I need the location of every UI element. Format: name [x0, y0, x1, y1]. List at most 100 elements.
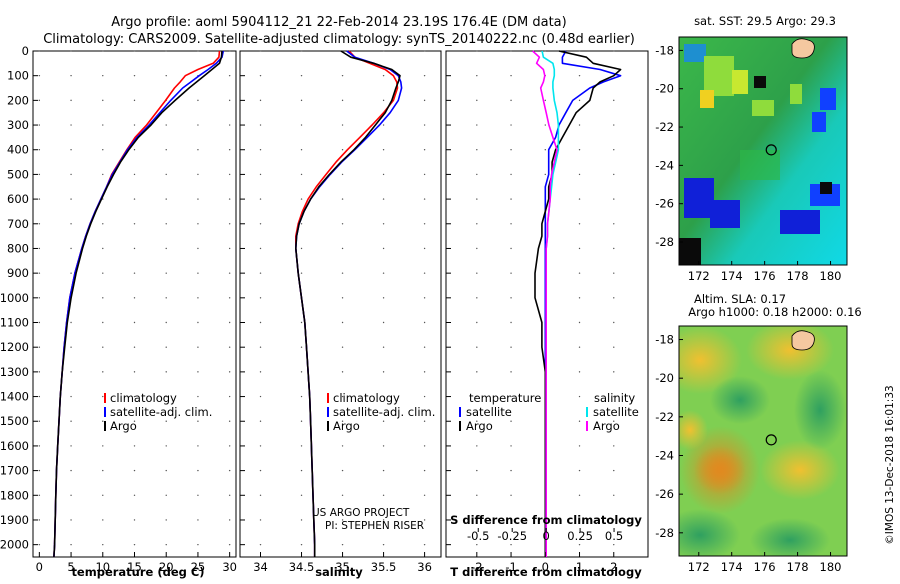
salinity-legend: climatology satellite-adj. clim. Argo: [327, 391, 435, 433]
grid-dot: [341, 198, 344, 200]
grid-dot: [70, 149, 72, 151]
grid-dot: [382, 198, 385, 200]
grid-dot: [423, 50, 426, 52]
legend-heading-temperature: temperature: [469, 391, 541, 405]
grid-dot: [259, 173, 262, 176]
grid-dot: [578, 445, 581, 447]
grid-dot: [382, 74, 385, 77]
grid-dot: [165, 346, 167, 348]
grid-dot: [476, 543, 478, 546]
x-tick-label: 35.5: [371, 560, 397, 574]
legend-swatch-satellite: [104, 407, 106, 417]
grid-dot: [102, 543, 104, 546]
grid-dot: [259, 247, 262, 250]
grid-dot: [341, 519, 344, 521]
grid-dot: [259, 494, 262, 496]
grid-dot: [613, 445, 615, 447]
grid-dot: [133, 223, 136, 225]
grid-dot: [38, 124, 41, 126]
grid-dot: [423, 173, 426, 176]
grid-dot: [228, 272, 231, 274]
grid-dot: [613, 519, 615, 521]
grid-dot: [382, 321, 385, 324]
grid-dot: [165, 124, 167, 126]
grid-dot: [510, 395, 512, 398]
profile-line-argo: [294, 50, 401, 557]
grid-dot: [102, 50, 104, 52]
grid-dot: [70, 223, 72, 225]
grid-dot: [341, 173, 344, 176]
x-tick-label: -2: [471, 560, 482, 574]
grid-dot: [300, 346, 303, 348]
grid-dot: [476, 74, 478, 77]
map-lon-label: 176: [754, 560, 776, 574]
grid-dot: [510, 173, 512, 176]
grid-dot: [228, 149, 231, 151]
grid-dot: [476, 469, 478, 472]
grid-dot: [341, 395, 344, 398]
grid-dot: [228, 297, 231, 299]
map-lon-label: 174: [721, 269, 743, 283]
grid-dot: [423, 74, 426, 77]
grid-dot: [70, 494, 72, 496]
grid-dot: [341, 124, 344, 126]
grid-dot: [38, 50, 41, 52]
grid-dot: [197, 469, 199, 472]
grid-dot: [133, 420, 136, 422]
grid-dot: [613, 494, 615, 496]
grid-dot: [133, 445, 136, 447]
grid-dot: [613, 223, 615, 225]
sst-map-axes: 172 174 176 178 180 -18 -20 -22 -24 -26 -28: [655, 43, 841, 283]
s-diff-tick-label: 0.25: [567, 529, 593, 543]
grid-dot: [70, 420, 72, 422]
grid-dot: [476, 50, 478, 52]
grid-dot: [228, 74, 231, 77]
grid-dot: [70, 543, 72, 546]
grid-dot: [133, 543, 136, 546]
grid-dot: [165, 321, 167, 324]
x-tick-label: -1: [505, 560, 516, 574]
grid-dot: [165, 50, 167, 52]
s-diff-tick-label: -0.5: [467, 529, 489, 543]
legend-swatch-argo: [104, 421, 106, 431]
grid-dot: [341, 297, 344, 299]
depth-tick-label: 400: [7, 143, 29, 157]
grid-dot: [578, 346, 581, 348]
grid-dot: [613, 346, 615, 348]
grid-dot: [423, 297, 426, 299]
legend-label-t-argo: Argo: [466, 419, 493, 433]
grid-dot: [382, 445, 385, 447]
depth-tick-label: 1400: [0, 390, 29, 404]
grid-dot: [259, 445, 262, 447]
grid-dot: [133, 124, 136, 126]
sst-map-title: sat. SST: 29.5 Argo: 29.3: [694, 14, 836, 28]
depth-tick-label: 1100: [0, 316, 29, 330]
grid-dot: [476, 494, 478, 496]
grid-dot: [259, 149, 262, 151]
sla-argo-position-marker: [765, 434, 777, 446]
grid-dot: [259, 272, 262, 274]
temperature-panel-frame: [32, 50, 237, 558]
grid-dot: [341, 74, 344, 77]
depth-tick-label: 1200: [0, 340, 29, 354]
grid-dot: [578, 297, 581, 299]
grid-dot: [165, 173, 167, 176]
depth-tick-label: 1300: [0, 365, 29, 379]
grid-dot: [613, 198, 615, 200]
grid-dot: [102, 223, 104, 225]
grid-dot: [70, 124, 72, 126]
grid-dot: [341, 543, 344, 546]
grid-dot: [228, 371, 231, 373]
grid-dot: [70, 74, 72, 77]
grid-dot: [165, 247, 167, 250]
grid-dot: [38, 469, 41, 472]
grid-dot: [423, 198, 426, 200]
grid-dot: [476, 395, 478, 398]
legend-label-argo: Argo: [333, 419, 360, 433]
grid-dot: [476, 519, 478, 521]
grid-dot: [382, 469, 385, 472]
salinity-x-label: salinity: [315, 565, 363, 579]
grid-dot: [165, 149, 167, 151]
grid-dot: [197, 99, 199, 102]
